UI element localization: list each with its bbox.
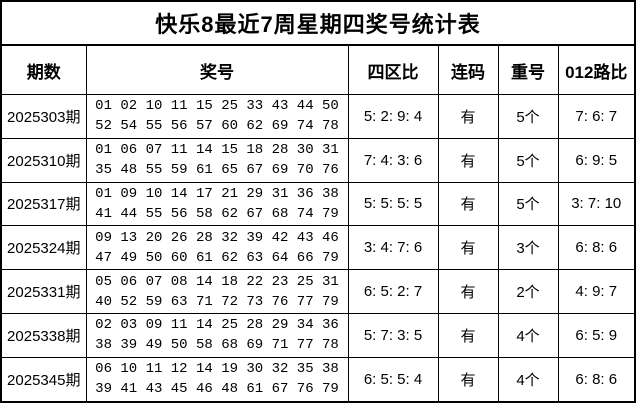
repeat-cell: 5个 <box>497 94 559 139</box>
repeat-cell: 5个 <box>497 137 559 183</box>
numbers-cell: 09 13 20 26 28 32 39 42 43 46 47 49 50 6… <box>85 225 349 271</box>
numbers-cell: 01 06 07 11 14 15 18 28 30 31 35 48 55 5… <box>85 137 349 183</box>
title-bar: 快乐8最近7周星期四奖号统计表 <box>2 2 634 46</box>
numbers-line1: 02 03 09 11 14 25 28 29 34 36 <box>95 317 339 334</box>
repeat-cell: 4个 <box>497 356 559 401</box>
repeat-cell: 2个 <box>497 269 559 314</box>
numbers-cell: 06 10 11 12 14 19 30 32 35 38 39 41 43 4… <box>85 356 349 401</box>
lottery-stats-table: 期数 奖号 四区比 连码 重号 012路比 2025303期 01 02 10 … <box>2 46 634 401</box>
table-row: 2025310期 01 06 07 11 14 15 18 28 30 31 3… <box>2 137 634 183</box>
zone-ratio-cell: 3: 4: 7: 6 <box>347 225 439 271</box>
numbers-line1: 09 13 20 26 28 32 39 42 43 46 <box>95 229 339 246</box>
zone-ratio-cell: 6: 5: 5: 4 <box>347 356 439 401</box>
zone-ratio-cell: 5: 2: 9: 4 <box>347 94 439 139</box>
numbers-line1: 01 09 10 14 17 21 29 31 36 38 <box>95 185 339 202</box>
page-title: 快乐8最近7周星期四奖号统计表 <box>155 12 481 37</box>
period-cell: 2025310期 <box>2 137 87 183</box>
zone-ratio-cell: 5: 5: 5: 5 <box>347 181 439 227</box>
numbers-line2: 40 52 59 63 71 72 73 76 77 79 <box>95 293 339 310</box>
table-row: 2025338期 02 03 09 11 14 25 28 29 34 36 3… <box>2 312 634 358</box>
repeat-cell: 5个 <box>497 181 559 227</box>
period-cell: 2025345期 <box>2 356 87 401</box>
table-row: 2025345期 06 10 11 12 14 19 30 32 35 38 3… <box>2 356 634 401</box>
numbers-line2: 38 39 49 50 58 68 69 71 77 78 <box>95 337 339 354</box>
numbers-cell: 01 02 10 11 15 25 33 43 44 50 52 54 55 5… <box>85 94 349 139</box>
header-zone-ratio: 四区比 <box>347 46 439 95</box>
numbers-line2: 35 48 55 59 61 65 67 69 70 76 <box>95 162 339 179</box>
header-consecutive: 连码 <box>437 46 499 95</box>
consecutive-cell: 有 <box>437 181 499 227</box>
numbers-cell: 05 06 07 08 14 18 22 23 25 31 40 52 59 6… <box>85 269 349 314</box>
consecutive-cell: 有 <box>437 356 499 401</box>
consecutive-cell: 有 <box>437 137 499 183</box>
consecutive-cell: 有 <box>437 312 499 358</box>
numbers-cell: 02 03 09 11 14 25 28 29 34 36 38 39 49 5… <box>85 312 349 358</box>
table-row: 2025324期 09 13 20 26 28 32 39 42 43 46 4… <box>2 225 634 271</box>
repeat-cell: 4个 <box>497 312 559 358</box>
period-cell: 2025303期 <box>2 94 87 139</box>
period-cell: 2025331期 <box>2 269 87 314</box>
road-ratio-cell: 6: 5: 9 <box>557 312 634 358</box>
numbers-line2: 41 44 55 56 58 62 67 68 74 79 <box>95 205 339 222</box>
road-ratio-cell: 7: 6: 7 <box>557 94 634 139</box>
consecutive-cell: 有 <box>437 225 499 271</box>
road-ratio-cell: 3: 7: 10 <box>557 181 634 227</box>
table-row: 2025317期 01 09 10 14 17 21 29 31 36 38 4… <box>2 181 634 227</box>
consecutive-cell: 有 <box>437 94 499 139</box>
numbers-line1: 01 06 07 11 14 15 18 28 30 31 <box>95 142 339 159</box>
road-ratio-cell: 4: 9: 7 <box>557 269 634 314</box>
header-repeat: 重号 <box>497 46 559 95</box>
period-cell: 2025324期 <box>2 225 87 271</box>
header-numbers: 奖号 <box>85 46 349 95</box>
repeat-cell: 3个 <box>497 225 559 271</box>
header-row: 期数 奖号 四区比 连码 重号 012路比 <box>2 46 634 95</box>
road-ratio-cell: 6: 9: 5 <box>557 137 634 183</box>
zone-ratio-cell: 7: 4: 3: 6 <box>347 137 439 183</box>
zone-ratio-cell: 5: 7: 3: 5 <box>347 312 439 358</box>
numbers-line1: 01 02 10 11 15 25 33 43 44 50 <box>95 98 339 115</box>
numbers-line2: 39 41 43 45 46 48 61 67 76 79 <box>95 381 339 398</box>
consecutive-cell: 有 <box>437 269 499 314</box>
period-cell: 2025338期 <box>2 312 87 358</box>
header-period: 期数 <box>2 46 87 95</box>
zone-ratio-cell: 6: 5: 2: 7 <box>347 269 439 314</box>
period-cell: 2025317期 <box>2 181 87 227</box>
numbers-line2: 47 49 50 60 61 62 63 64 66 79 <box>95 249 339 266</box>
numbers-line1: 05 06 07 08 14 18 22 23 25 31 <box>95 273 339 290</box>
road-ratio-cell: 6: 8: 6 <box>557 225 634 271</box>
table-row: 2025303期 01 02 10 11 15 25 33 43 44 50 5… <box>2 94 634 139</box>
numbers-cell: 01 09 10 14 17 21 29 31 36 38 41 44 55 5… <box>85 181 349 227</box>
numbers-line2: 52 54 55 56 57 60 62 69 74 78 <box>95 118 339 135</box>
table-row: 2025331期 05 06 07 08 14 18 22 23 25 31 4… <box>2 269 634 314</box>
header-road-ratio: 012路比 <box>557 46 634 95</box>
road-ratio-cell: 6: 8: 6 <box>557 356 634 401</box>
numbers-line1: 06 10 11 12 14 19 30 32 35 38 <box>95 361 339 378</box>
